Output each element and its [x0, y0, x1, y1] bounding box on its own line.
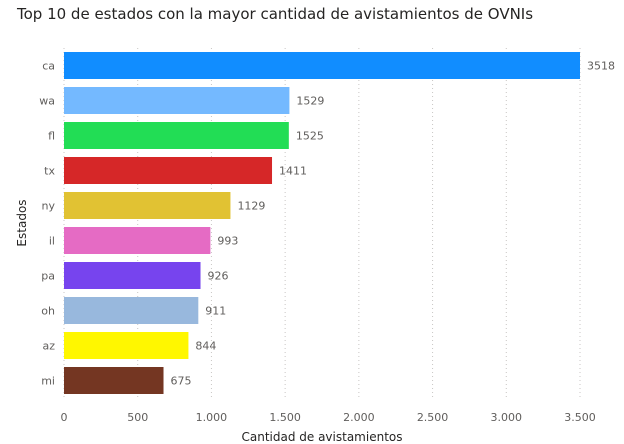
y-tick-label: fl	[48, 130, 55, 143]
bar-mi[interactable]	[64, 367, 164, 394]
data-label: 1525	[296, 130, 324, 143]
x-tick-label: 3.000	[491, 411, 523, 424]
data-label: 926	[208, 270, 229, 283]
bar-ny[interactable]	[64, 192, 231, 219]
data-label: 1529	[296, 95, 324, 108]
y-axis-title: Estados	[15, 199, 29, 246]
bar-oh[interactable]	[64, 297, 199, 324]
data-label: 3518	[587, 60, 615, 73]
x-tick-label: 1.000	[196, 411, 228, 424]
bars	[64, 52, 580, 394]
data-label: 911	[205, 305, 226, 318]
bar-tx[interactable]	[64, 157, 273, 184]
labels: 0 500 1.000 1.500 2.000 2.500 3.000 3.500 ca 3518…	[39, 60, 615, 425]
bar-wa[interactable]	[64, 87, 290, 114]
x-tick-label: 0	[61, 411, 68, 424]
y-tick-label: tx	[44, 165, 55, 178]
x-tick-label: 2.500	[417, 411, 449, 424]
bar-fl[interactable]	[64, 122, 289, 149]
y-tick-label: mi	[41, 375, 55, 388]
y-tick-label: wa	[39, 95, 55, 108]
y-tick-label: il	[49, 235, 55, 248]
x-tick-label: 2.000	[343, 411, 375, 424]
bar-ca[interactable]	[64, 52, 580, 79]
bar-pa[interactable]	[64, 262, 201, 289]
bar-il[interactable]	[64, 227, 211, 254]
y-tick-label: oh	[41, 305, 55, 318]
data-label: 844	[195, 340, 216, 353]
x-tick-label: 1.500	[269, 411, 301, 424]
x-tick-label: 3.500	[564, 411, 596, 424]
y-tick-label: pa	[41, 270, 55, 283]
bar-az[interactable]	[64, 332, 189, 359]
data-label: 993	[217, 235, 238, 248]
x-axis-title: Cantidad de avistamientos	[241, 430, 402, 444]
data-label: 675	[171, 375, 192, 388]
y-tick-label: az	[42, 340, 55, 353]
chart-title: Top 10 de estados con la mayor cantidad …	[17, 5, 534, 23]
y-tick-label: ca	[42, 60, 55, 73]
x-tick-label: 500	[127, 411, 148, 424]
data-label: 1129	[237, 200, 265, 213]
data-label: 1411	[279, 165, 307, 178]
y-tick-label: ny	[42, 200, 56, 213]
